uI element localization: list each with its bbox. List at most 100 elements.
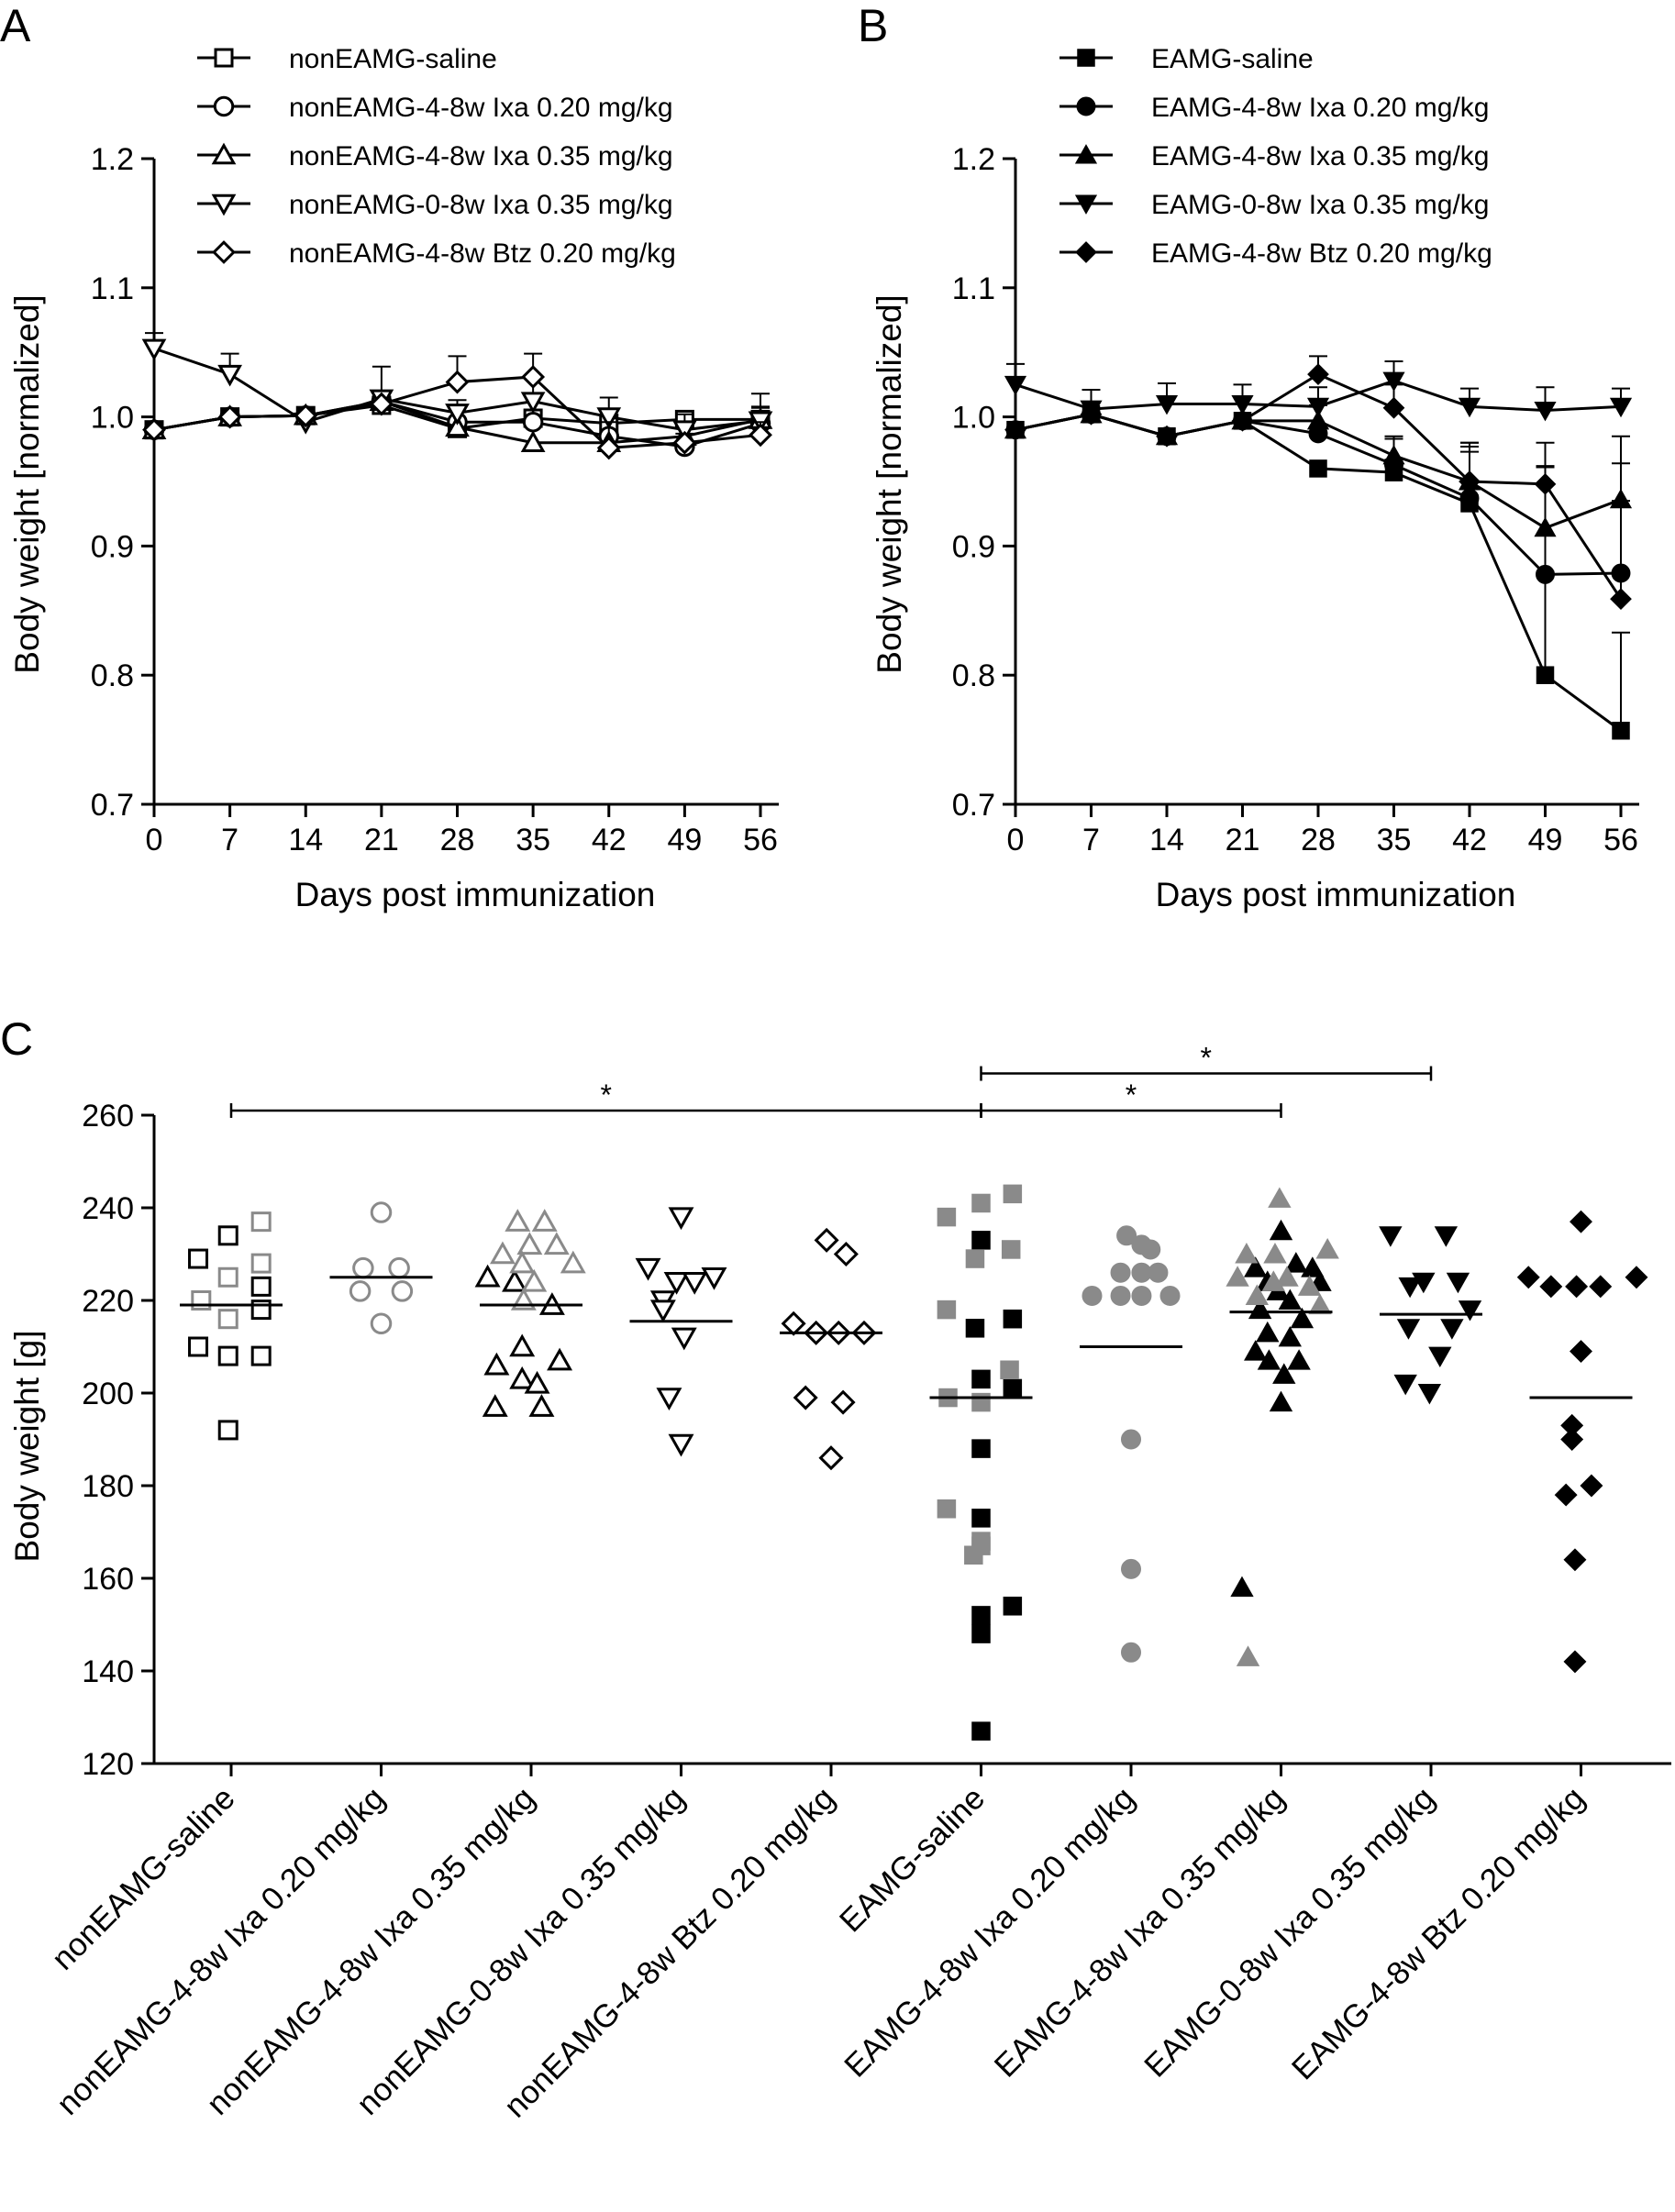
panel-c-significance-bracket: * bbox=[229, 1078, 982, 1118]
panel-b-axes bbox=[1003, 157, 1639, 817]
panel-b-x-tick-label: 7 bbox=[1082, 823, 1100, 857]
panel-a-y-tick-label: 1.1 bbox=[91, 271, 134, 306]
panel-c-data-point bbox=[1516, 1266, 1540, 1289]
panel-c-data-point bbox=[1398, 1277, 1422, 1299]
panel-c-data-point bbox=[971, 1392, 991, 1412]
panel-c-data-point bbox=[635, 1257, 661, 1281]
panel-b-legend-marker bbox=[1075, 241, 1097, 263]
panel-c-data-point bbox=[1226, 1266, 1249, 1287]
panel-c-data-point bbox=[489, 1241, 516, 1265]
panel-b-y-tick-label: 0.8 bbox=[952, 658, 995, 693]
panel-c-category-label: nonEAMG-4-8w Btz 0.20 mg/kg bbox=[497, 1780, 842, 2125]
panel-c-data-point bbox=[217, 1225, 238, 1246]
panel-b-data-point bbox=[1231, 394, 1254, 415]
panel-a-data-point bbox=[672, 430, 697, 455]
panel-c-y-tick-label: 260 bbox=[82, 1099, 134, 1134]
panel-c-category-label: nonEAMG-4-8w Ixa 0.35 mg/kg bbox=[200, 1780, 542, 2122]
panel-b-x-tick-label: 42 bbox=[1452, 823, 1487, 857]
panel-c-y-tick-label: 180 bbox=[82, 1469, 134, 1504]
panel-c-group-3 bbox=[629, 1207, 733, 1457]
panel-c-data-point bbox=[1290, 1307, 1314, 1329]
panel-b-legend-marker bbox=[1074, 194, 1098, 215]
panel-a-legend-label: nonEAMG-4-8w Ixa 0.35 mg/kg bbox=[289, 141, 673, 171]
panel-a-legend-marker bbox=[211, 142, 237, 165]
panel-c-data-point bbox=[793, 1385, 818, 1410]
panel-b-y-tick-label: 1.0 bbox=[952, 401, 995, 436]
panel-c-data-point bbox=[1003, 1597, 1023, 1616]
panel-b-series-3 bbox=[1004, 360, 1633, 422]
panel-c-data-point bbox=[250, 1211, 272, 1233]
panel-a-x-tick-label: 28 bbox=[440, 823, 475, 857]
panel-c-data-point bbox=[1278, 1325, 1302, 1347]
panel-b-data-point bbox=[1306, 409, 1330, 430]
panel-b-y-tick-label: 0.7 bbox=[952, 788, 995, 823]
panel-c-category-label: nonEAMG-4-8w Ixa 0.20 mg/kg bbox=[50, 1780, 392, 2122]
panel-c-data-point bbox=[509, 1333, 536, 1357]
panel-c-group-1 bbox=[329, 1201, 433, 1335]
panel-c-data-point bbox=[1589, 1275, 1613, 1299]
panel-c-data-point bbox=[937, 1499, 957, 1519]
panel-c-data-point bbox=[833, 1241, 859, 1267]
panel-a-data-point bbox=[294, 404, 318, 428]
panel-c-data-point bbox=[1396, 1319, 1421, 1340]
panel-c-data-point bbox=[971, 1231, 991, 1250]
panel-c-data-point bbox=[1625, 1266, 1648, 1289]
panel-c-data-point bbox=[964, 1545, 983, 1565]
panel-c-data-point bbox=[1263, 1243, 1287, 1264]
panel-c-data-point bbox=[1244, 1256, 1268, 1277]
panel-c-data-point bbox=[516, 1232, 543, 1255]
panel-c-data-point bbox=[1159, 1285, 1181, 1306]
panel-c-data-point bbox=[656, 1388, 682, 1411]
panel-c-data-point bbox=[1003, 1309, 1023, 1329]
panel-a-data-point bbox=[522, 412, 544, 433]
panel-c-category-label: EAMG-saline bbox=[833, 1780, 992, 1939]
panel-c-data-point bbox=[1570, 1210, 1592, 1233]
panel-b-legend-item: EAMG-4-8w Ixa 0.35 mg/kg bbox=[1059, 141, 1489, 171]
panel-c-data-point bbox=[971, 1439, 991, 1458]
panel-c-data-point bbox=[250, 1345, 272, 1366]
panel-b-data-point bbox=[1534, 516, 1557, 537]
panel-b-legend-item: EAMG-saline bbox=[1059, 44, 1314, 74]
panel-c-data-point bbox=[971, 1369, 991, 1389]
panel-c-data-point bbox=[1563, 1650, 1587, 1674]
panel-c-data-point bbox=[818, 1445, 844, 1471]
panel-b-letter: B bbox=[858, 0, 888, 51]
panel-b-x-tick-label: 21 bbox=[1226, 823, 1260, 857]
panel-b-y-tick-label: 0.9 bbox=[952, 529, 995, 564]
panel-c-data-point bbox=[543, 1232, 570, 1255]
panel-c-category-label: EAMG-4-8w Btz 0.20 mg/kg bbox=[1285, 1780, 1592, 2086]
panel-c-data-point bbox=[1275, 1266, 1299, 1287]
panel-c-data-point bbox=[1082, 1285, 1103, 1306]
panel-c-data-point bbox=[528, 1394, 555, 1417]
panel-c-data-point bbox=[1560, 1428, 1584, 1451]
panel-b-y-tick-label: 1.1 bbox=[952, 271, 995, 306]
panel-c-data-point bbox=[250, 1300, 272, 1321]
panel-c-category-label: EAMG-4-8w Ixa 0.35 mg/kg bbox=[988, 1780, 1292, 2085]
panel-b-data-point bbox=[1004, 418, 1026, 441]
panel-b-data-point bbox=[1382, 444, 1405, 465]
panel-c-data-point bbox=[1287, 1349, 1311, 1370]
panel-c-data-point bbox=[1120, 1429, 1142, 1450]
panel-a-data-point bbox=[141, 338, 167, 361]
panel-a-legend-item: nonEAMG-4-8w Ixa 0.35 mg/kg bbox=[197, 141, 673, 171]
panel-c-data-point bbox=[352, 1256, 374, 1279]
panel-c-data-point bbox=[217, 1420, 238, 1441]
panel-c-data-point bbox=[1446, 1272, 1470, 1294]
panel-b-legend-label: EAMG-4-8w Ixa 0.20 mg/kg bbox=[1151, 93, 1489, 123]
panel-c-data-point bbox=[1244, 1340, 1268, 1361]
panel-c-significance-star: * bbox=[1201, 1042, 1212, 1075]
panel-c-group-4 bbox=[780, 1227, 882, 1471]
panel-b-legend-marker bbox=[1076, 96, 1096, 116]
panel-b-series-1 bbox=[1005, 404, 1631, 584]
panel-b-data-point bbox=[1382, 396, 1405, 419]
panel-a-data-point bbox=[445, 404, 470, 426]
panel-b-legend-label: EAMG-saline bbox=[1151, 44, 1314, 74]
panel-c-data-point bbox=[1110, 1285, 1131, 1306]
panel-c-data-point bbox=[1570, 1340, 1592, 1364]
panel-a-x-tick-label: 56 bbox=[743, 823, 778, 857]
panel-b-legend: EAMG-saline EAMG-4-8w Ixa 0.20 mg/kg EAMG-… bbox=[1059, 44, 1492, 269]
panel-b-data-point bbox=[1156, 425, 1178, 448]
panel-c-data-point bbox=[1131, 1285, 1152, 1306]
panel-c-group-6 bbox=[1080, 1225, 1182, 1663]
panel-c-y-tick-label: 200 bbox=[82, 1377, 134, 1411]
